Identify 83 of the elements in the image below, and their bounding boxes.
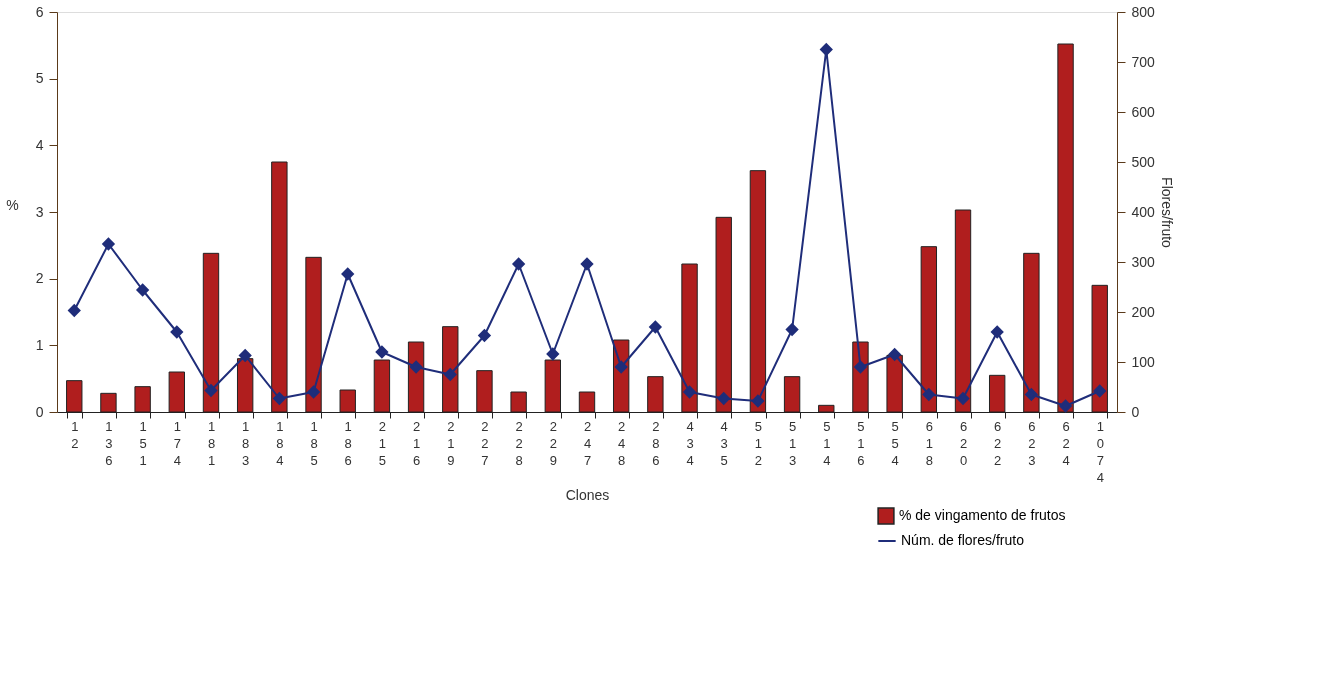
x-tick-label: 620 <box>959 418 968 468</box>
point <box>444 368 457 381</box>
point <box>820 43 833 56</box>
y2-tick-label: 400 <box>1131 203 1156 220</box>
y2-tick-label: 100 <box>1131 353 1156 370</box>
point <box>170 325 184 339</box>
point <box>478 329 491 342</box>
x-tick-label: 12 <box>71 418 79 451</box>
y2-tick-label: 200 <box>1131 303 1156 320</box>
y2-tick-label: 300 <box>1131 253 1156 270</box>
x-tick-label: 512 <box>754 418 763 468</box>
point <box>238 349 252 362</box>
y2-tick-label: 500 <box>1131 153 1156 170</box>
x-tick-label: 219 <box>447 418 455 468</box>
point <box>717 392 730 405</box>
point <box>922 388 936 401</box>
x-axis-title: Clones <box>565 486 610 503</box>
x-tick-label: 435 <box>720 418 728 468</box>
point <box>204 384 218 397</box>
point <box>341 267 354 281</box>
point <box>580 257 594 271</box>
x-tick-label: 185 <box>310 418 318 468</box>
point <box>956 392 970 405</box>
y-tick-label: 3 <box>35 203 44 220</box>
y2-tick-label: 800 <box>1131 3 1156 20</box>
x-tick-label: 286 <box>652 418 660 468</box>
x-tick-label: 618 <box>925 418 933 468</box>
x-tick-label: 174 <box>173 418 181 468</box>
legend-label: % de vingamento de frutos <box>899 507 1066 523</box>
point <box>614 360 628 374</box>
y2-tick-label: 0 <box>1131 403 1140 420</box>
x-tick-label: 184 <box>276 418 284 468</box>
y2-tick-label: 700 <box>1131 53 1156 70</box>
x-tick-label: 227 <box>481 418 489 468</box>
x-tick-label: 248 <box>618 418 626 468</box>
x-tick-label: 513 <box>788 418 797 468</box>
x-tick-label: 183 <box>242 418 250 468</box>
point <box>649 320 662 334</box>
x-tick-label: 514 <box>823 418 831 468</box>
x-tick-label: 186 <box>344 418 352 468</box>
x-tick-label: 216 <box>412 418 421 468</box>
point <box>854 360 867 374</box>
x-tick-label: 215 <box>378 418 387 468</box>
point <box>546 347 560 361</box>
x-tick-label: 181 <box>207 418 216 468</box>
point <box>68 304 81 317</box>
point <box>273 392 286 405</box>
point <box>1025 388 1038 401</box>
y-tick-label: 1 <box>35 336 44 353</box>
y-tick-label: 2 <box>35 270 44 287</box>
x-tick-label: 623 <box>1028 418 1036 468</box>
x-tick-label: 151 <box>139 418 147 468</box>
point <box>409 360 423 374</box>
x-tick-label: 434 <box>686 418 694 468</box>
point <box>512 257 525 271</box>
point <box>102 237 115 251</box>
point <box>888 348 901 361</box>
x-tick-label: 624 <box>1062 418 1070 468</box>
y2-tick-label: 600 <box>1131 103 1156 120</box>
point <box>375 345 389 359</box>
point <box>136 283 149 297</box>
y-tick-label: 6 <box>35 3 44 20</box>
y-tick-label: 5 <box>35 70 44 87</box>
point <box>307 385 320 399</box>
legend-label: Núm. de flores/fruto <box>901 532 1025 548</box>
point <box>1093 384 1106 398</box>
point <box>990 325 1004 339</box>
y-tick-label: 4 <box>35 136 44 153</box>
x-tick-label: 136 <box>105 418 113 468</box>
point <box>683 385 696 399</box>
y-tick-label: 0 <box>35 403 44 420</box>
x-tick-label: 622 <box>994 418 1002 468</box>
x-tick-label: 554 <box>891 418 899 468</box>
y-axis-title: % <box>6 196 19 213</box>
point <box>751 394 765 408</box>
y2-axis-title: Flores/fruto <box>1158 177 1175 249</box>
x-tick-label: 247 <box>583 418 592 468</box>
x-tick-label: 516 <box>857 418 865 468</box>
point <box>1059 399 1072 413</box>
point <box>785 323 799 336</box>
x-tick-label: 229 <box>549 418 557 468</box>
x-tick-label: 1074 <box>1096 418 1104 485</box>
x-tick-label: 228 <box>515 418 523 468</box>
